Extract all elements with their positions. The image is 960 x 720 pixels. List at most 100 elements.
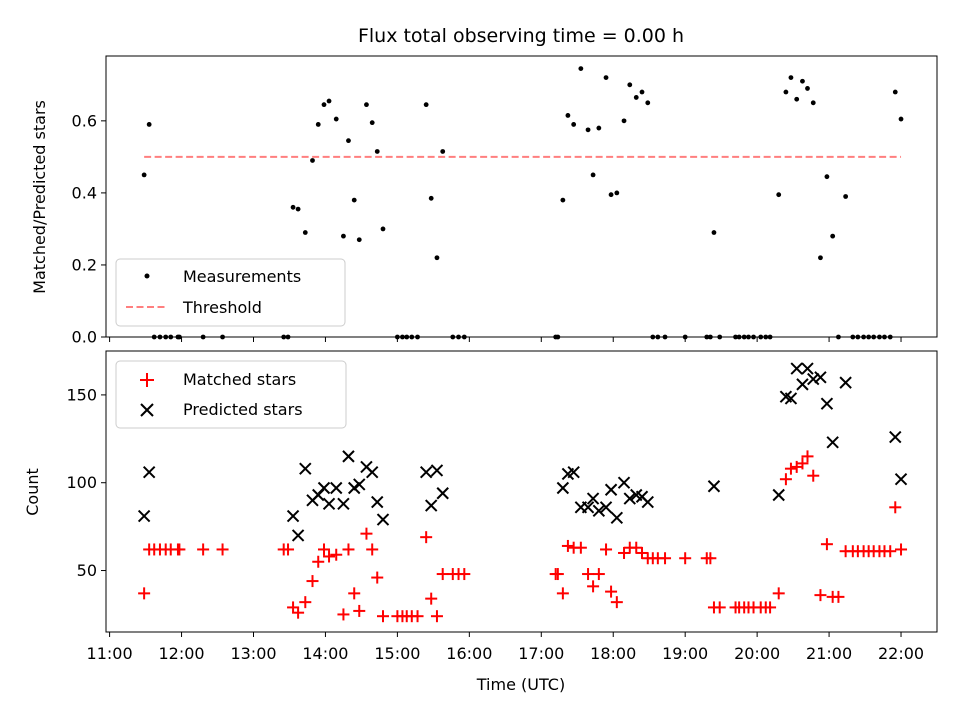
measurement-point xyxy=(627,82,633,88)
measurement-point xyxy=(374,149,380,154)
x-tick-label: 15:00 xyxy=(374,644,420,663)
measurement-point xyxy=(290,204,296,210)
predicted-point-b xyxy=(137,509,151,523)
predicted-point xyxy=(604,483,618,496)
matched-point xyxy=(282,543,295,556)
matched-point xyxy=(659,552,672,565)
predicted-point-b xyxy=(376,513,390,526)
predicted-point-b xyxy=(889,430,902,444)
predicted-point-b xyxy=(299,462,312,475)
predicted-point-b xyxy=(623,492,636,505)
x-tick-label: 22:00 xyxy=(878,644,924,663)
bottom-panel-legend: Matched stars Predicted stars xyxy=(115,360,347,429)
predicted-point-b xyxy=(801,362,814,375)
x-tick-label: 19:00 xyxy=(662,644,708,663)
matched-point xyxy=(764,601,777,614)
predicted-point xyxy=(376,513,390,526)
predicted-point xyxy=(436,487,449,500)
measurement-point xyxy=(645,100,651,106)
predicted-point-b xyxy=(807,372,820,386)
predicted-point-b xyxy=(617,476,631,489)
matched-point xyxy=(618,546,631,559)
predicted-point xyxy=(353,478,366,491)
bottom-panel-y-axis-label: Count xyxy=(23,468,42,516)
matched-point xyxy=(360,527,373,540)
measurement-point xyxy=(596,125,602,131)
predicted-point xyxy=(337,497,350,511)
matched-point xyxy=(551,568,564,581)
measurement-point xyxy=(788,75,794,81)
measurement-point xyxy=(351,197,357,203)
top-panel: 0.0 0.2 0.4 0.6 Matched/Predicted stars Mea… xyxy=(30,55,938,347)
measurement-point xyxy=(310,158,315,163)
x-tick-label: 13:00 xyxy=(230,644,276,663)
predicted-point xyxy=(801,362,814,375)
matched-point xyxy=(458,568,471,581)
matched-point xyxy=(704,552,717,565)
measurement-point xyxy=(146,122,152,127)
measurement-point xyxy=(333,116,339,122)
predicted-point-b xyxy=(342,450,355,463)
measurement-point xyxy=(585,127,591,133)
legend-matched-marker xyxy=(140,373,154,387)
y-tick-label: 100 xyxy=(66,473,97,492)
matched-point xyxy=(796,457,809,470)
predicted-point xyxy=(371,495,384,509)
matched-point xyxy=(784,462,797,475)
measurement-point xyxy=(810,100,816,106)
x-tick-label: 21:00 xyxy=(806,644,852,663)
measurement-point xyxy=(423,102,429,108)
matched-point xyxy=(772,587,785,600)
matched-point xyxy=(342,543,355,556)
measurement-point xyxy=(356,237,362,243)
bottom-legend-box xyxy=(115,360,347,429)
top-panel-frame xyxy=(105,55,938,338)
legend-measurements-label: Measurements xyxy=(183,267,301,286)
matched-point xyxy=(197,543,210,556)
predicted-point-b xyxy=(436,487,449,500)
measurement-point xyxy=(608,192,614,198)
matched-point xyxy=(587,580,600,593)
matched-point xyxy=(348,587,361,600)
predicted-point-b xyxy=(371,495,384,509)
predicted-point xyxy=(796,378,809,391)
legend-predicted-marker xyxy=(140,403,154,417)
matched-point xyxy=(292,606,305,619)
y-tick-label: 0.2 xyxy=(72,255,97,274)
measurement-point xyxy=(805,86,810,91)
matched-point xyxy=(561,539,574,552)
matched-point xyxy=(430,610,443,623)
predicted-point-b xyxy=(784,392,798,405)
y-tick-label: 0.4 xyxy=(72,183,97,202)
predicted-point-b xyxy=(814,371,827,384)
predicted-point xyxy=(366,465,379,479)
measurement-point xyxy=(346,138,351,144)
measurement-point xyxy=(428,195,434,201)
predicted-point-b xyxy=(286,509,300,523)
predicted-point xyxy=(617,476,631,489)
x-tick-label: 17:00 xyxy=(518,644,564,663)
bottom-panel-frame xyxy=(105,350,938,633)
matched-point xyxy=(713,601,726,614)
measurement-point xyxy=(578,66,584,72)
matched-point xyxy=(216,543,229,556)
matched-point xyxy=(420,531,433,544)
x-tick-label: 12:00 xyxy=(158,644,204,663)
predicted-point xyxy=(889,430,902,444)
predicted-point xyxy=(599,501,613,514)
matched-point xyxy=(636,546,649,559)
predicted-point xyxy=(641,495,654,509)
predicted-point-b xyxy=(360,460,373,474)
matched-point xyxy=(411,610,424,623)
matched-point xyxy=(801,450,814,463)
measurement-point xyxy=(321,102,327,108)
legend-predicted-label: Predicted stars xyxy=(183,400,303,419)
top-panel-legend: Measurements Threshold xyxy=(115,258,346,327)
matched-point xyxy=(807,469,820,482)
predicted-point-b xyxy=(820,397,834,410)
predicted-point-b xyxy=(330,481,343,495)
measurement-point xyxy=(590,172,596,178)
